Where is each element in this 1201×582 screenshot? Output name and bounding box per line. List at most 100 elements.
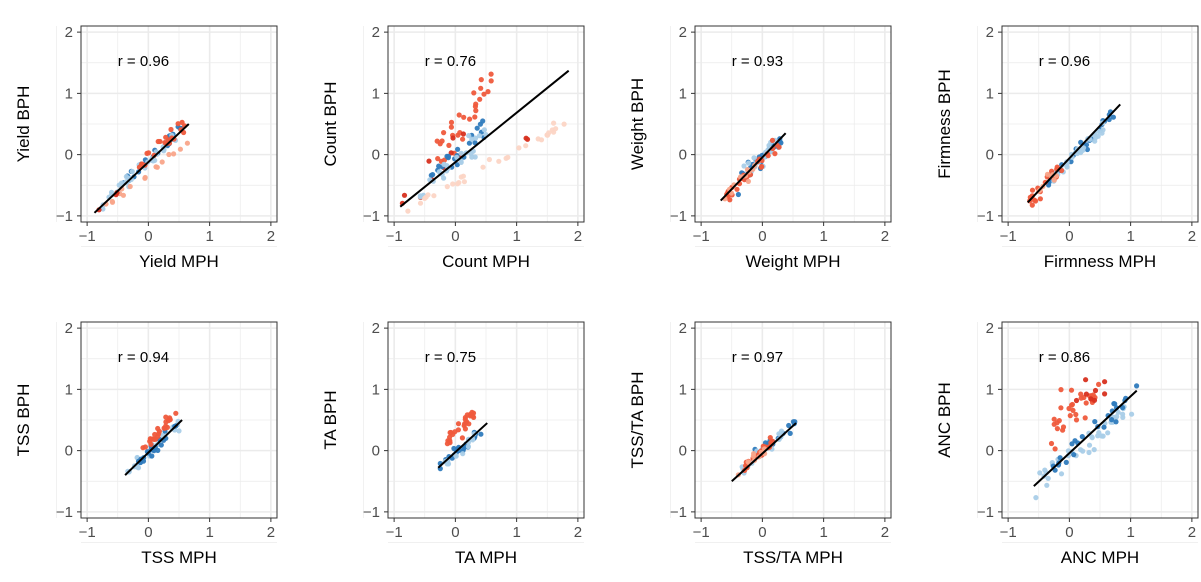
data-point (405, 208, 411, 214)
data-point (1113, 419, 1119, 425)
panel-border (387, 25, 585, 223)
correlation-annotation: r = 0.86 (1039, 349, 1090, 366)
data-point (422, 195, 428, 201)
y-tick-label: 1 (65, 85, 73, 102)
data-point (448, 124, 454, 130)
data-point (1057, 455, 1063, 461)
data-point (163, 134, 169, 140)
x-tick-label: −1 (79, 228, 96, 245)
data-point (1060, 424, 1067, 430)
data-point (1100, 433, 1106, 439)
data-point (455, 146, 461, 152)
data-point (751, 155, 757, 161)
data-point (1073, 411, 1079, 418)
x-tick-label: 2 (881, 524, 889, 541)
data-point (1063, 459, 1069, 465)
x-tick-label: 1 (205, 524, 213, 541)
data-point (792, 419, 798, 425)
y-tick-label: 1 (679, 85, 687, 102)
data-point (1058, 471, 1065, 477)
data-point (448, 150, 454, 156)
data-points (437, 409, 484, 472)
y-tick-label: −1 (56, 208, 73, 225)
data-point (1110, 114, 1116, 120)
regression-line (720, 132, 787, 202)
data-point (741, 163, 747, 169)
data-point (148, 436, 154, 442)
y-tick-label: 2 (679, 24, 687, 41)
data-point (458, 150, 464, 156)
data-point (488, 78, 494, 84)
data-point (734, 186, 740, 192)
data-point (129, 168, 135, 175)
data-point (1058, 405, 1064, 411)
data-point (561, 121, 567, 127)
data-point (478, 431, 484, 437)
panel-border (694, 321, 892, 519)
data-point (127, 183, 133, 190)
data-point (1086, 449, 1092, 456)
data-point (460, 131, 466, 137)
correlation-annotation: r = 0.96 (118, 53, 169, 70)
data-point (466, 140, 472, 146)
data-point (184, 140, 190, 146)
data-point (109, 199, 116, 205)
data-point (478, 77, 484, 83)
data-point (1072, 438, 1078, 444)
x-tick-label: 1 (1126, 524, 1134, 541)
y-tick-label: 0 (372, 443, 380, 460)
data-point (496, 158, 502, 164)
y-tick-label: −1 (56, 504, 73, 521)
scatter-panel-count: −1 −1 0 0 1 1 2 2 Count MPH Count BPH r = 0.76 (321, 24, 585, 271)
data-point (454, 181, 461, 187)
data-point (176, 428, 182, 434)
data-point (1129, 411, 1135, 417)
x-tick-label: 0 (1065, 524, 1073, 541)
data-point (1037, 470, 1043, 476)
data-point (142, 444, 148, 450)
data-point (1111, 401, 1117, 407)
data-point (1052, 446, 1058, 452)
x-tick-label: 0 (451, 524, 459, 541)
y-tick-label: 2 (986, 24, 994, 41)
data-point (473, 135, 479, 141)
data-point (1091, 447, 1097, 453)
data-point (772, 151, 778, 157)
data-point (1115, 409, 1121, 415)
panel-border (694, 25, 892, 223)
x-axis-label: Firmness MPH (1044, 252, 1156, 271)
regression-line (437, 422, 488, 469)
data-point (1092, 419, 1098, 425)
data-point (472, 140, 478, 146)
data-point (173, 410, 179, 416)
x-axis-label: TSS MPH (141, 548, 217, 567)
y-tick-label: 0 (65, 147, 73, 164)
data-point (155, 138, 161, 145)
data-point (466, 133, 472, 139)
data-point (523, 143, 529, 149)
y-tick-label: 0 (679, 443, 687, 460)
data-point (553, 126, 559, 132)
x-tick-label: 0 (451, 228, 459, 245)
data-point (168, 126, 174, 133)
data-point (1037, 196, 1043, 202)
y-tick-label: 2 (986, 320, 994, 337)
data-point (480, 118, 486, 124)
data-point (460, 451, 466, 457)
x-tick-label: 2 (267, 228, 275, 245)
data-point (786, 422, 792, 429)
data-points (399, 71, 567, 214)
x-tick-label: 2 (574, 524, 582, 541)
y-tick-label: 2 (679, 320, 687, 337)
data-point (439, 138, 445, 144)
data-point (466, 421, 472, 427)
x-tick-label: −1 (1000, 228, 1017, 245)
data-point (467, 116, 473, 122)
data-point (162, 140, 168, 146)
y-tick-label: 2 (65, 320, 73, 337)
y-tick-label: 2 (65, 24, 73, 41)
data-point (120, 192, 126, 198)
y-tick-label: 1 (372, 381, 380, 398)
data-point (1083, 400, 1089, 406)
